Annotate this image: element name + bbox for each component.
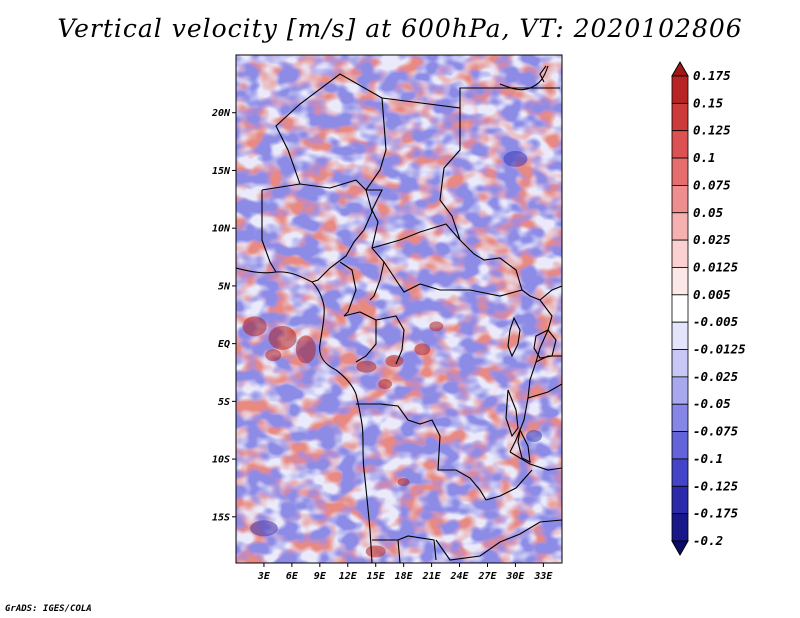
velocity-blob (295, 335, 316, 364)
colorbar-label: 0.1 (693, 150, 716, 165)
velocity-field (236, 55, 562, 563)
lat-tick-label: 15S (212, 512, 230, 523)
velocity-blob (365, 545, 386, 558)
colorbar-swatch (671, 157, 689, 186)
velocity-blob (378, 379, 393, 390)
chart-title: Vertical velocity [m/s] at 600hPa, VT: 2… (57, 14, 743, 43)
colorbar-swatch (671, 130, 689, 159)
lat-tick-label: 5S (218, 397, 230, 408)
colorbar-label: -0.0125 (693, 342, 746, 357)
country-borders (236, 65, 562, 563)
lat-tick-label: 10S (212, 455, 230, 466)
colorbar-label: -0.175 (693, 506, 739, 521)
velocity-blob (236, 311, 237, 318)
velocity-blob (385, 354, 404, 367)
colorbar-swatch (671, 321, 689, 350)
colorbar-swatch (671, 102, 689, 132)
colorbar-swatch (671, 513, 689, 542)
colorbar-top-arrow (671, 60, 689, 77)
colorbar-label: -0.2 (693, 533, 723, 548)
lon-tick-label: 33E (533, 571, 553, 582)
colorbar-label: 0.005 (693, 287, 731, 302)
velocity-features (236, 150, 543, 558)
lon-tick-label: 15E (367, 571, 386, 582)
colorbar: 0.175 0.15 0.125 0.1 0.075 0.05 0.025 0.0125 0.0… (671, 60, 746, 557)
velocity-blob (397, 478, 410, 487)
lon-tick-label: 12E (339, 571, 358, 582)
velocity-blob (265, 349, 282, 362)
colorbar-swatch (671, 431, 689, 460)
colorbar-label: 0.15 (693, 95, 724, 110)
map-panel (235, 54, 563, 564)
colorbar-swatch (671, 294, 689, 323)
colorbar-swatch (671, 376, 689, 405)
footer-credit: GrADS: IGES/COLA (5, 604, 92, 614)
lat-tick-label: 10N (212, 224, 231, 235)
colorbar-label: 0.0125 (693, 259, 739, 274)
colorbar-label: -0.125 (693, 478, 739, 493)
velocity-blob (429, 321, 444, 332)
lon-tick-label: 6E (286, 571, 299, 582)
map-axes: 20N 15N 10N 5N EQ 5S 10S 15S 3E 6E 9E 12E 15E 18E 21E 2… (211, 108, 553, 582)
lon-tick-label: 3E (257, 571, 271, 582)
velocity-blob (356, 360, 377, 373)
colorbar-label: 0.05 (693, 205, 724, 220)
colorbar-label: -0.075 (693, 424, 739, 439)
velocity-blob (268, 325, 297, 350)
colorbar-label: 0.075 (693, 177, 731, 192)
velocity-blob (249, 520, 278, 537)
lon-tick-label: 27E (477, 571, 497, 582)
velocity-blob (242, 316, 267, 337)
lat-tick-label: 20N (211, 108, 231, 119)
lon-tick-label: 18E (395, 571, 414, 582)
lat-tick-label: EQ (218, 339, 230, 350)
colorbar-swatch (671, 349, 689, 378)
colorbar-bottom-arrow (671, 540, 689, 557)
lon-tick-label: 30E (505, 571, 525, 582)
velocity-blob (503, 150, 528, 167)
lon-tick-label: 21E (422, 571, 442, 582)
colorbar-label: 0.175 (693, 68, 731, 83)
colorbar-label: 0.025 (693, 232, 731, 247)
colorbar-label: -0.1 (693, 451, 723, 466)
colorbar-swatch (671, 185, 689, 214)
colorbar-swatch (671, 75, 689, 104)
velocity-blob (526, 430, 543, 442)
colorbar-swatch (671, 458, 689, 487)
colorbar-swatch (671, 267, 689, 296)
velocity-blob (414, 343, 431, 356)
colorbar-swatch (671, 485, 689, 515)
lat-tick-label: 5N (218, 281, 231, 292)
lat-tick-label: 15N (212, 166, 231, 177)
lon-tick-label: 9E (314, 571, 327, 582)
map-frame (235, 54, 563, 564)
colorbar-swatch (671, 403, 689, 432)
colorbar-label: -0.005 (693, 314, 739, 329)
colorbar-swatch (671, 212, 689, 241)
colorbar-label: -0.025 (693, 369, 739, 384)
colorbar-swatch (671, 239, 689, 268)
colorbar-label: -0.05 (693, 396, 731, 411)
lon-tick-label: 24E (450, 571, 470, 582)
colorbar-label: 0.125 (693, 123, 731, 138)
